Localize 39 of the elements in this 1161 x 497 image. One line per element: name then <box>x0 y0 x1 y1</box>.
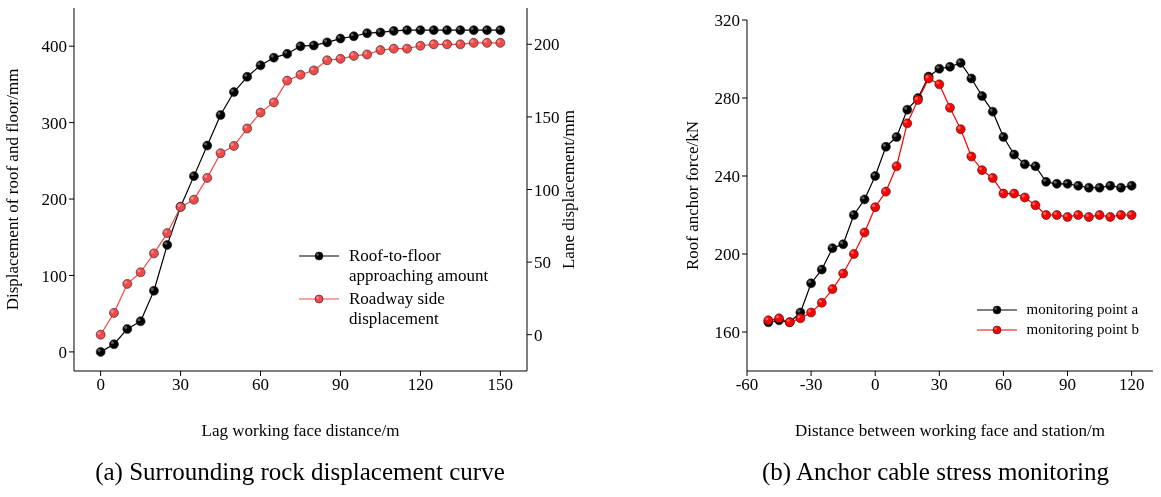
legend-label: Roof-to-floor approaching amount <box>349 246 490 287</box>
x-tick-label: 90 <box>331 375 349 395</box>
y-tick-label: 100 <box>41 266 67 286</box>
x-tick-label: -60 <box>735 375 759 395</box>
y2-tick-label: 50 <box>534 253 551 273</box>
y2-axis-title: Lane displacement/mm <box>559 109 579 270</box>
y-axis-title: Displacement of roof and floor/mm <box>3 68 23 311</box>
y-tick-label: 240 <box>714 167 740 187</box>
x-tick-label: 90 <box>1059 375 1077 395</box>
y2-tick-label: 100 <box>534 180 560 200</box>
x-tick-label: 60 <box>994 375 1012 395</box>
legend-label: Roadway side displacement <box>349 288 446 330</box>
x-tick-label: -30 <box>799 375 823 395</box>
x-tick-label: 120 <box>1118 375 1145 395</box>
x-tick-label: 60 <box>252 375 270 395</box>
x-tick-label: 30 <box>172 375 190 395</box>
y-tick-label: 200 <box>714 245 740 265</box>
y-tick-label: 0 <box>58 342 67 362</box>
y2-tick-label: 150 <box>534 107 560 127</box>
legend-label: monitoring point a <box>1026 300 1139 318</box>
y-tick-label: 160 <box>714 323 740 343</box>
x-tick-label: 0 <box>96 375 105 395</box>
y-tick-label: 400 <box>41 37 67 57</box>
y2-tick-label: 0 <box>534 325 543 345</box>
text: (a) Surrounding rock displacement curve <box>94 458 506 486</box>
legend-label: monitoring point b <box>1026 320 1139 338</box>
y-tick-label: 320 <box>714 11 740 31</box>
x-axis-title: Distance between working face and station/m <box>794 421 1106 440</box>
x-tick-label: 0 <box>870 375 880 395</box>
y-tick-label: 280 <box>714 89 740 109</box>
x-axis-title: Lag working face distance/m <box>201 421 400 440</box>
text: (b) Anchor cable stress monitoring <box>760 458 1111 486</box>
y-axis-title: Roof anchor force/kN <box>683 120 703 271</box>
y2-tick-label: 200 <box>534 35 560 55</box>
x-tick-label: 120 <box>407 375 434 395</box>
x-tick-label: 150 <box>487 375 514 395</box>
y-tick-label: 300 <box>41 113 67 133</box>
x-tick-label: 30 <box>930 375 948 395</box>
y-tick-label: 200 <box>41 190 67 210</box>
